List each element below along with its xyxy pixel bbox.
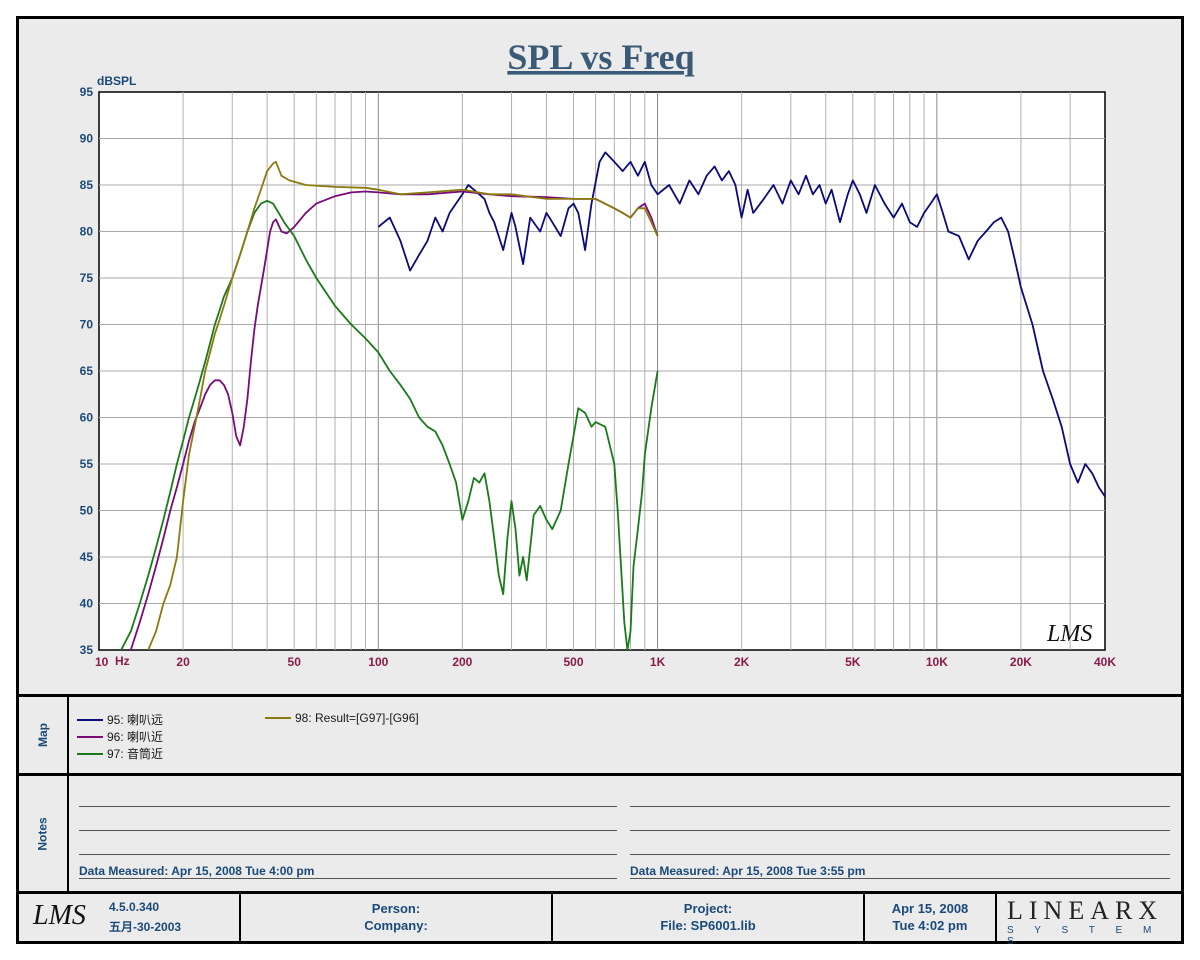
- x-tick-label: 10K: [926, 655, 948, 669]
- series-line-98: [147, 160, 659, 650]
- x-tick-label: 100: [368, 655, 388, 669]
- notes-panel: Notes Data Measured: Apr 15, 2008 Tue 4:…: [19, 776, 1181, 894]
- note-line: [630, 806, 1170, 807]
- legend-item-97: 97: 音筒近: [77, 745, 163, 762]
- footer-version-cell: LMS 4.5.0.340 五月-30-2003: [19, 894, 241, 941]
- y-tick-label: 75: [80, 271, 94, 285]
- legend-swatch: [77, 735, 103, 738]
- series-line-97: [120, 199, 659, 650]
- note-line: [630, 878, 1170, 879]
- x-tick-label: 200: [452, 655, 472, 669]
- series-line-95: [377, 151, 1105, 498]
- note-line: [630, 830, 1170, 831]
- note-line: [79, 830, 617, 831]
- project-label: Project:: [683, 901, 733, 916]
- x-tick-label: 1K: [650, 655, 666, 669]
- footer-date-cell: Apr 15, 2008 Tue 4:02 pm: [865, 894, 997, 941]
- left-data-measured: Data Measured: Apr 15, 2008 Tue 4:00 pm: [79, 864, 315, 878]
- y-tick-label: 80: [80, 225, 94, 239]
- x-tick-label: 5K: [845, 655, 861, 669]
- x-tick-label: 10: [95, 655, 109, 669]
- version-date: 五月-30-2003: [109, 920, 182, 934]
- legend-item-98: 98: Result=[G97]-[G96]: [265, 711, 419, 725]
- legend-swatch: [77, 752, 103, 755]
- y-tick-label: 45: [80, 550, 94, 564]
- y-tick-label: 95: [80, 85, 94, 99]
- y-tick-label: 70: [80, 318, 94, 332]
- y-tick-label: 65: [80, 364, 94, 378]
- y-tick-label: 35: [80, 643, 94, 657]
- lms-watermark: LMS: [1046, 621, 1092, 647]
- legend-swatch: [265, 717, 291, 719]
- footer-project-cell: Project: File: SP6001.lib: [553, 894, 865, 941]
- note-line: [79, 806, 617, 807]
- legend-swatch: [77, 718, 103, 721]
- print-date: Apr 15, 2008: [891, 901, 969, 916]
- note-line: [79, 854, 617, 855]
- y-tick-labels: 95 90 85 80 75 70 65 60 55 50 45 40 35: [80, 85, 94, 657]
- spl-chart: SPL vs Freq dBSPL 95 90 85 80 75 70 65 60 55 50 45…: [80, 37, 1117, 669]
- linearx-logo: LINEARX S Y S T E M S: [997, 894, 1181, 947]
- y-tick-label: 60: [80, 411, 94, 425]
- linearx-brand: LINEARX: [1007, 896, 1164, 925]
- y-tick-label: 90: [80, 132, 94, 146]
- map-panel: Map 95: 喇叭远 96: 喇叭近 97: 音筒近 98: Result=[…: [19, 697, 1181, 776]
- report-frame: SPL vs Freq dBSPL 95 90 85 80 75 70 65 60 55 50 45…: [16, 16, 1184, 947]
- print-time: Tue 4:02 pm: [892, 918, 968, 933]
- x-tick-label: 40K: [1094, 655, 1116, 669]
- lms-logo: LMS: [33, 900, 86, 931]
- right-data-measured: Data Measured: Apr 15, 2008 Tue 3:55 pm: [630, 864, 866, 878]
- note-line: [630, 854, 1170, 855]
- y-tick-label: 85: [80, 178, 94, 192]
- x-tick-label: 2K: [734, 655, 750, 669]
- x-tick-label: 500: [563, 655, 583, 669]
- person-label: Person:: [371, 901, 421, 916]
- y-axis-label: dBSPL: [97, 74, 136, 88]
- plot-panel: SPL vs Freq dBSPL 95 90 85 80 75 70 65 60 55 50 45…: [19, 19, 1181, 697]
- company-label: Company:: [364, 918, 428, 933]
- linearx-sub: S Y S T E M S: [1007, 925, 1161, 947]
- notes-side-label: Notes: [19, 776, 69, 891]
- legend-item-95: 95: 喇叭远: [77, 711, 163, 728]
- legend-item-96: 96: 喇叭近: [77, 728, 163, 745]
- x-tick-label: 50: [288, 655, 302, 669]
- version-number: 4.5.0.340: [109, 900, 160, 914]
- map-side-label: Map: [19, 697, 69, 773]
- x-tick-labels: 10 20 50 100 200 500 1K 2K 5K 10K 20K 40K: [95, 655, 1116, 669]
- x-tick-label: 20: [176, 655, 190, 669]
- footer-person-cell: Person: Company:: [241, 894, 553, 941]
- grid: [99, 92, 1105, 650]
- y-tick-label: 40: [80, 597, 94, 611]
- note-line: [79, 878, 617, 879]
- x-axis-unit: Hz: [115, 654, 130, 668]
- y-tick-label: 50: [80, 504, 94, 518]
- x-tick-label: 20K: [1010, 655, 1032, 669]
- y-tick-label: 55: [80, 457, 94, 471]
- chart-title: SPL vs Freq: [507, 37, 694, 77]
- file-label: File: SP6001.lib: [660, 918, 756, 933]
- footer-panel: LMS 4.5.0.340 五月-30-2003 Person: Company…: [19, 894, 1181, 947]
- series-layer: [120, 151, 1105, 650]
